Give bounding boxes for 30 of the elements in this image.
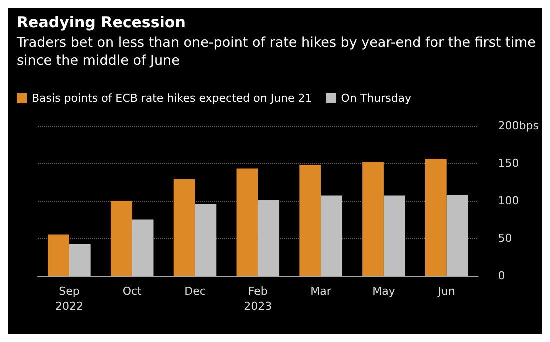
bar: [384, 196, 406, 276]
x-tick-label: May: [372, 285, 396, 298]
bar: [69, 244, 91, 276]
bar: [110, 201, 132, 276]
x-tick-label: Dec: [184, 285, 206, 298]
x-tick-label: Jun: [437, 285, 456, 298]
legend-label: Basis points of ECB rate hikes expected on June 21: [32, 92, 312, 105]
y-tick-label: 150: [498, 157, 520, 170]
x-tick-label: Oct: [122, 285, 143, 298]
y-tick-label: 0: [498, 270, 506, 282]
bar: [446, 195, 468, 276]
bar: [132, 220, 154, 276]
y-tick-label: 100: [498, 194, 520, 208]
bar: [174, 179, 196, 276]
x-tick-label: Mar: [310, 285, 332, 298]
x-tick-label: Sep 2022: [55, 285, 84, 313]
legend-label: On Thursday: [341, 92, 412, 105]
bar: [195, 204, 217, 276]
chart-title: Readying Recession: [17, 14, 186, 32]
bar: [258, 200, 280, 276]
bar: [321, 196, 342, 276]
y-tick-label: 200bps: [498, 120, 540, 132]
bar: [300, 165, 322, 276]
bar: [362, 162, 384, 276]
bar: [236, 168, 258, 276]
bar: [425, 159, 447, 276]
y-tick-label: 50: [498, 232, 512, 245]
bar: [48, 234, 70, 276]
x-tick-label: Feb 2023: [244, 285, 272, 313]
chart-subtitle: Traders bet on less than one-point of rate hikes by year-end for the first time since the middle of June: [16, 35, 540, 69]
